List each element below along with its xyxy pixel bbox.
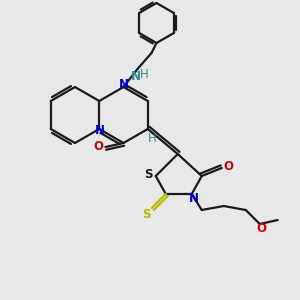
Text: N: N: [95, 124, 105, 136]
Text: N: N: [189, 191, 199, 205]
Text: H: H: [148, 133, 157, 146]
Text: O: O: [94, 140, 103, 154]
Text: S: S: [142, 208, 151, 220]
Text: O: O: [257, 223, 267, 236]
Text: N: N: [118, 79, 128, 92]
Text: H: H: [140, 68, 149, 82]
Text: O: O: [224, 160, 234, 173]
Text: S: S: [145, 167, 153, 181]
Text: N: N: [130, 70, 140, 83]
